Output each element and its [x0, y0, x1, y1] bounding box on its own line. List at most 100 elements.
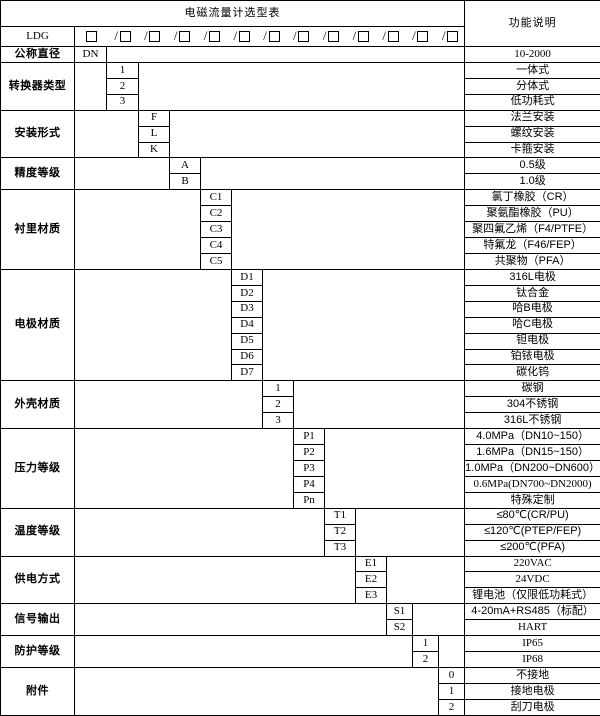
- option-code-7-1[interactable]: P2: [293, 444, 325, 461]
- option-description-12-0: 不接地: [464, 666, 600, 684]
- table-row: 精度等级 A 0.5级: [0, 157, 600, 191]
- empty-code-box-icon[interactable]: [268, 31, 280, 42]
- table-row: 衬里材质 C1 氯丁橡胶（CR）: [0, 189, 600, 270]
- code-slot-0[interactable]: [77, 28, 107, 46]
- code-slot-7[interactable]: /: [285, 28, 315, 46]
- option-code-6-2[interactable]: 3: [262, 412, 294, 430]
- option-code-1-2[interactable]: 3: [106, 93, 139, 111]
- code-slot-12[interactable]: /: [434, 28, 463, 46]
- empty-code-box-icon[interactable]: [417, 31, 429, 42]
- empty-code-box-icon[interactable]: [149, 31, 161, 42]
- option-code-5-4[interactable]: D5: [231, 332, 263, 350]
- empty-code-box-icon[interactable]: [209, 31, 221, 42]
- category-label-2: 安装形式: [0, 109, 75, 159]
- model-prefix-label: LDG: [0, 26, 75, 47]
- category-label-6: 外壳材质: [0, 380, 75, 430]
- table-row: 电极材质 D1 316L电极: [0, 268, 600, 382]
- option-code-11-1[interactable]: 2: [412, 651, 439, 668]
- code-slot-4[interactable]: /: [196, 28, 226, 46]
- option-code-9-2[interactable]: E3: [355, 587, 387, 605]
- empty-code-box-icon[interactable]: [119, 31, 131, 42]
- option-code-7-0[interactable]: P1: [293, 428, 325, 446]
- option-code-3-1[interactable]: B: [169, 173, 201, 191]
- option-code-7-2[interactable]: P3: [293, 459, 325, 477]
- code-slot-11[interactable]: /: [405, 28, 435, 46]
- option-code-5-0[interactable]: D1: [231, 268, 263, 286]
- model-code-row: LDG / / / / / / / / / / / /: [0, 26, 600, 47]
- empty-code-box-icon[interactable]: [328, 31, 340, 42]
- option-code-10-0[interactable]: S1: [386, 603, 413, 621]
- category-label-10: 信号输出: [0, 603, 75, 637]
- option-code-8-2[interactable]: T3: [324, 539, 356, 557]
- empty-code-box-icon[interactable]: [86, 31, 98, 42]
- option-code-7-4[interactable]: Pn: [293, 491, 325, 509]
- option-code-12-2[interactable]: 2: [437, 698, 466, 716]
- option-code-2-2[interactable]: K: [138, 141, 170, 159]
- option-description-4-4: 共聚物（PFA）: [464, 252, 600, 270]
- category-label-0: 公称直径: [0, 46, 75, 63]
- option-code-6-0[interactable]: 1: [262, 380, 294, 398]
- category-label-11: 防护等级: [0, 635, 75, 668]
- option-code-11-0[interactable]: 1: [412, 635, 439, 653]
- option-description-7-3: 0.6MPa(DN700~DN2000): [464, 475, 600, 493]
- category-label-9: 供电方式: [0, 555, 75, 605]
- code-slot-6[interactable]: /: [256, 28, 286, 46]
- empty-code-box-icon[interactable]: [447, 31, 459, 42]
- blank-right-2: [168, 109, 466, 159]
- blank-right-6: [292, 380, 466, 430]
- option-code-8-0[interactable]: T1: [324, 507, 356, 525]
- table-row: C2 聚氨酯橡胶（PU）: [1, 205, 600, 223]
- empty-code-box-icon[interactable]: [238, 31, 250, 42]
- option-description-5-3: 哈C电极: [464, 316, 600, 334]
- option-code-0-0[interactable]: DN: [74, 46, 107, 63]
- option-code-4-2[interactable]: C3: [200, 221, 232, 239]
- option-code-5-1[interactable]: D2: [231, 284, 263, 302]
- code-slot-9[interactable]: /: [345, 28, 375, 46]
- option-code-8-1[interactable]: T2: [324, 523, 356, 541]
- option-code-9-0[interactable]: E1: [355, 555, 387, 573]
- option-code-4-1[interactable]: C2: [200, 205, 232, 223]
- option-description-6-1: 304不锈钢: [464, 396, 600, 414]
- code-slot-10[interactable]: /: [375, 28, 405, 46]
- category-label-8: 温度等级: [0, 507, 75, 557]
- option-code-2-1[interactable]: L: [138, 125, 170, 143]
- option-code-12-1[interactable]: 1: [437, 682, 466, 700]
- option-code-12-0[interactable]: 0: [437, 666, 466, 684]
- blank-left-6: [74, 380, 263, 430]
- option-code-4-3[interactable]: C4: [200, 237, 232, 254]
- empty-code-box-icon[interactable]: [387, 31, 399, 42]
- code-slot-3[interactable]: /: [166, 28, 196, 46]
- option-description-11-0: IP65: [464, 635, 600, 653]
- option-description-7-4: 特殊定制: [464, 491, 600, 509]
- table-row: 供电方式 E1 220VAC: [0, 555, 600, 605]
- blank-left-3: [74, 157, 170, 191]
- code-slot-8[interactable]: /: [315, 28, 345, 46]
- empty-code-box-icon[interactable]: [298, 31, 310, 42]
- table-row: 安装形式 F 法兰安装: [0, 109, 600, 159]
- option-description-9-1: 24VDC: [464, 571, 600, 589]
- option-code-5-3[interactable]: D4: [231, 316, 263, 334]
- option-code-1-0[interactable]: 1: [106, 61, 139, 79]
- category-label-1: 转换器类型: [0, 61, 75, 111]
- empty-code-box-icon[interactable]: [357, 31, 369, 42]
- option-description-5-1: 钛合金: [464, 284, 600, 302]
- option-code-4-4[interactable]: C5: [200, 252, 232, 270]
- code-slot-1[interactable]: /: [107, 28, 137, 46]
- empty-code-box-icon[interactable]: [179, 31, 191, 42]
- option-code-6-1[interactable]: 2: [262, 396, 294, 414]
- option-code-1-1[interactable]: 2: [106, 77, 139, 95]
- option-code-3-0[interactable]: A: [169, 157, 201, 175]
- option-code-5-5[interactable]: D6: [231, 348, 263, 366]
- option-code-5-2[interactable]: D3: [231, 300, 263, 318]
- option-code-10-1[interactable]: S2: [386, 619, 413, 637]
- option-code-7-3[interactable]: P4: [293, 475, 325, 493]
- table-title: 电磁流量计选型表: [0, 0, 466, 27]
- option-code-4-0[interactable]: C1: [200, 189, 232, 207]
- code-slot-5[interactable]: /: [226, 28, 256, 46]
- option-description-8-1: ≤120℃(PTEP/FEP): [464, 523, 600, 541]
- table-row: C4 特氟龙（F46/FEP）: [1, 237, 600, 254]
- option-code-2-0[interactable]: F: [138, 109, 170, 127]
- option-code-5-6[interactable]: D7: [231, 364, 263, 382]
- option-code-9-1[interactable]: E2: [355, 571, 387, 589]
- code-slot-2[interactable]: /: [137, 28, 167, 46]
